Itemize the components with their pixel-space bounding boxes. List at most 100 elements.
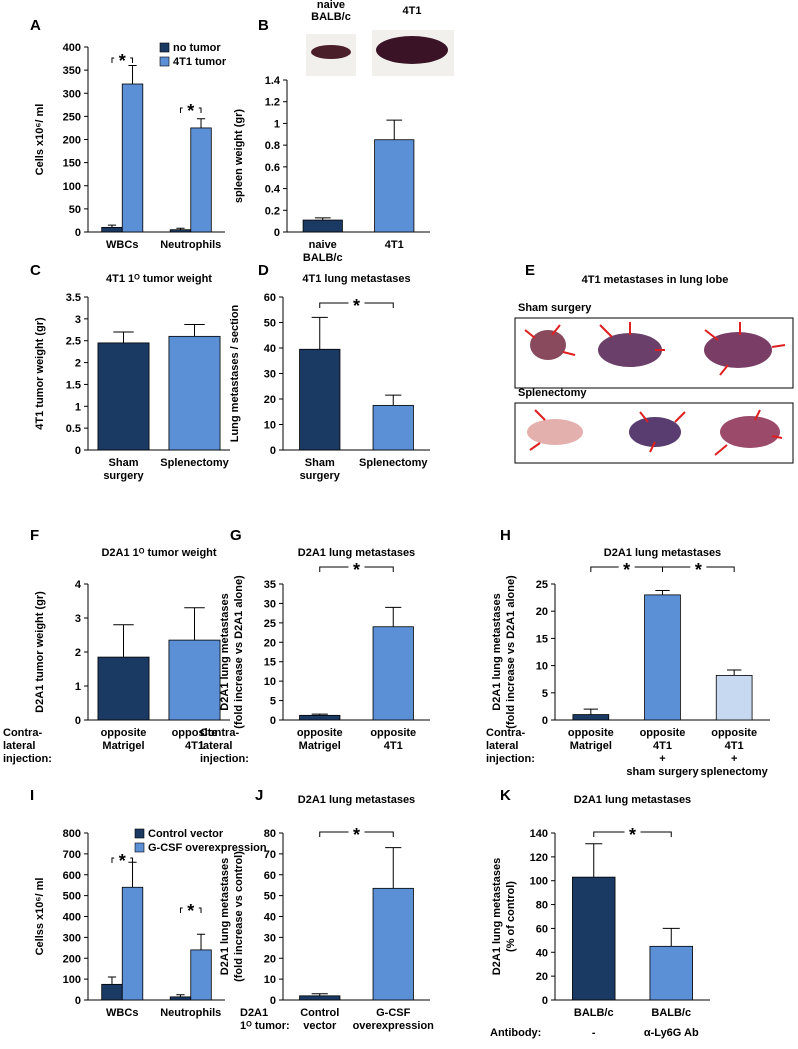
x-tick-label: Sham surgery xyxy=(103,457,144,482)
y-tick-label: 80 xyxy=(536,900,548,912)
y-tick-label: 30 xyxy=(264,932,276,944)
bar xyxy=(169,229,192,233)
x-tick-label-line: opposite xyxy=(711,727,757,739)
y-axis-label: Lung metastases / section xyxy=(229,304,241,442)
x-prefix-label-line: Contra- xyxy=(486,727,525,739)
x-tick-label-line: Control xyxy=(300,1007,339,1019)
y-tick-label: 40 xyxy=(264,343,276,355)
x-prefix-label: D2A1 1ᴼ tumor: xyxy=(240,1007,290,1032)
x-tick-label-line: opposite xyxy=(568,727,614,739)
y-axis-label-line: D2A1 lung metastases xyxy=(491,593,503,710)
error-bar xyxy=(655,590,670,595)
y-tick-label: 80 xyxy=(264,828,276,840)
significance-bracket xyxy=(179,907,202,913)
lobe xyxy=(704,332,772,368)
bar xyxy=(168,335,221,451)
x-tick-label: Neutrophils xyxy=(160,1007,221,1019)
y-axis-label-line: D2A1 lung metastases xyxy=(491,858,503,975)
legend-swatch xyxy=(159,56,170,67)
y-axis-label-group: Cells x10⁶/ ml xyxy=(34,104,46,176)
y-axis-label-group: Lung metastases / section xyxy=(229,304,241,442)
y-axis-label-group: D2A1 lung metastases (fold increase vs D2… xyxy=(219,575,245,729)
y-tick-label: 0 xyxy=(274,227,280,239)
bar xyxy=(374,139,415,233)
y-tick-label: 250 xyxy=(63,111,81,123)
x-tick-label-line: + xyxy=(731,753,737,765)
error-bar xyxy=(176,227,185,230)
lung-lobes xyxy=(530,330,772,368)
x-tick-label-line: opposite xyxy=(370,727,416,739)
y-axis-label-line: (fold increase vs D2A1 alone) xyxy=(505,575,517,729)
bar xyxy=(97,656,150,721)
error-bar xyxy=(386,119,403,140)
legend-label: Control vector xyxy=(148,828,224,840)
lung-lobes xyxy=(527,416,780,448)
x-tick-label-line: 4T1 xyxy=(185,740,204,752)
y-axis-label-line: (% of control) xyxy=(505,881,517,952)
y-tick-label: 0.2 xyxy=(265,205,280,217)
y-tick-label: 0 xyxy=(270,995,276,1007)
panel-letter: G xyxy=(230,527,242,544)
y-tick-label: 20 xyxy=(536,606,548,618)
x-tick-label-line: splenectomy xyxy=(701,766,769,778)
error-bar xyxy=(196,933,206,950)
x-tick-label: Splenectomy xyxy=(160,457,229,469)
x-tick-label: opposite Matrigel xyxy=(568,727,614,752)
y-axis-label: D2A1 tumor weight (gr) xyxy=(34,591,46,713)
panel-letter: D xyxy=(258,262,269,279)
significance-bracket xyxy=(111,57,134,63)
x-tick-label: G-CSF overexpression xyxy=(353,1007,435,1032)
x-prefix-label-line: injection: xyxy=(200,753,249,765)
bar xyxy=(372,404,414,451)
x-tick-label-line: Matrigel xyxy=(299,740,341,752)
lobe xyxy=(530,330,566,360)
image-label: naive BALB/c xyxy=(311,0,351,23)
y-tick-label: 0 xyxy=(542,995,548,1007)
y-tick-label: 1.5 xyxy=(66,379,81,391)
significance-bracket xyxy=(111,857,134,863)
y-tick-label: 0 xyxy=(75,715,81,727)
lobe xyxy=(629,417,681,447)
x-tick-label: WBCs xyxy=(106,239,138,251)
y-tick-label: 0.6 xyxy=(265,162,280,174)
x-tick-label: opposite 4T1 + splenectomy xyxy=(701,727,769,778)
significance-bracket xyxy=(319,302,394,308)
x-tick-label-line: opposite xyxy=(640,727,686,739)
y-tick-label: 700 xyxy=(63,849,81,861)
bar xyxy=(101,226,123,233)
bar xyxy=(121,886,144,1001)
y-tick-label: 120 xyxy=(530,852,548,864)
x-tick-label-line: overexpression xyxy=(353,1020,435,1032)
y-tick-label: 60 xyxy=(264,292,276,304)
panel-title: 4T1 metastases in lung lobe xyxy=(582,274,729,286)
x-tick-label: opposite 4T1 + sham surgery xyxy=(626,727,699,778)
error-bar xyxy=(662,927,680,947)
y-axis-label: D2A1 lung metastases (fold increase vs D2… xyxy=(491,575,517,729)
group-label: Splenectomy xyxy=(518,387,587,399)
y-tick-label: 30 xyxy=(264,598,276,610)
y-tick-label: 10 xyxy=(264,974,276,986)
x-tick-label-line: sham surgery xyxy=(626,766,699,778)
panel-letter: I xyxy=(30,787,34,804)
x-tick-label-line: 4T1 xyxy=(725,740,744,752)
y-tick-label: 4 xyxy=(75,579,82,591)
x-sublabel: - xyxy=(592,1027,596,1039)
y-tick-label: 300 xyxy=(63,88,81,100)
error-bar xyxy=(314,217,331,221)
y-axis-label-group: D2A1 lung metastases (% of control) xyxy=(491,858,517,975)
y-axis-label: D2A1 lung metastases (fold increase vs co… xyxy=(219,851,245,982)
y-tick-label: 15 xyxy=(536,633,548,645)
x-tick-label-line: opposite xyxy=(172,727,218,739)
legend-swatch xyxy=(134,842,145,853)
y-tick-label: 40 xyxy=(536,947,548,959)
error-bar xyxy=(113,331,134,343)
y-tick-label: 20 xyxy=(264,394,276,406)
y-tick-label: 25 xyxy=(264,618,276,630)
y-tick-label: 800 xyxy=(63,828,81,840)
y-tick-label: 5 xyxy=(542,688,548,700)
bar xyxy=(572,714,610,721)
x-prefix-label-line: 1ᴼ tumor: xyxy=(240,1020,290,1032)
bar xyxy=(302,219,343,233)
x-prefix-label-line: lateral xyxy=(486,740,518,752)
